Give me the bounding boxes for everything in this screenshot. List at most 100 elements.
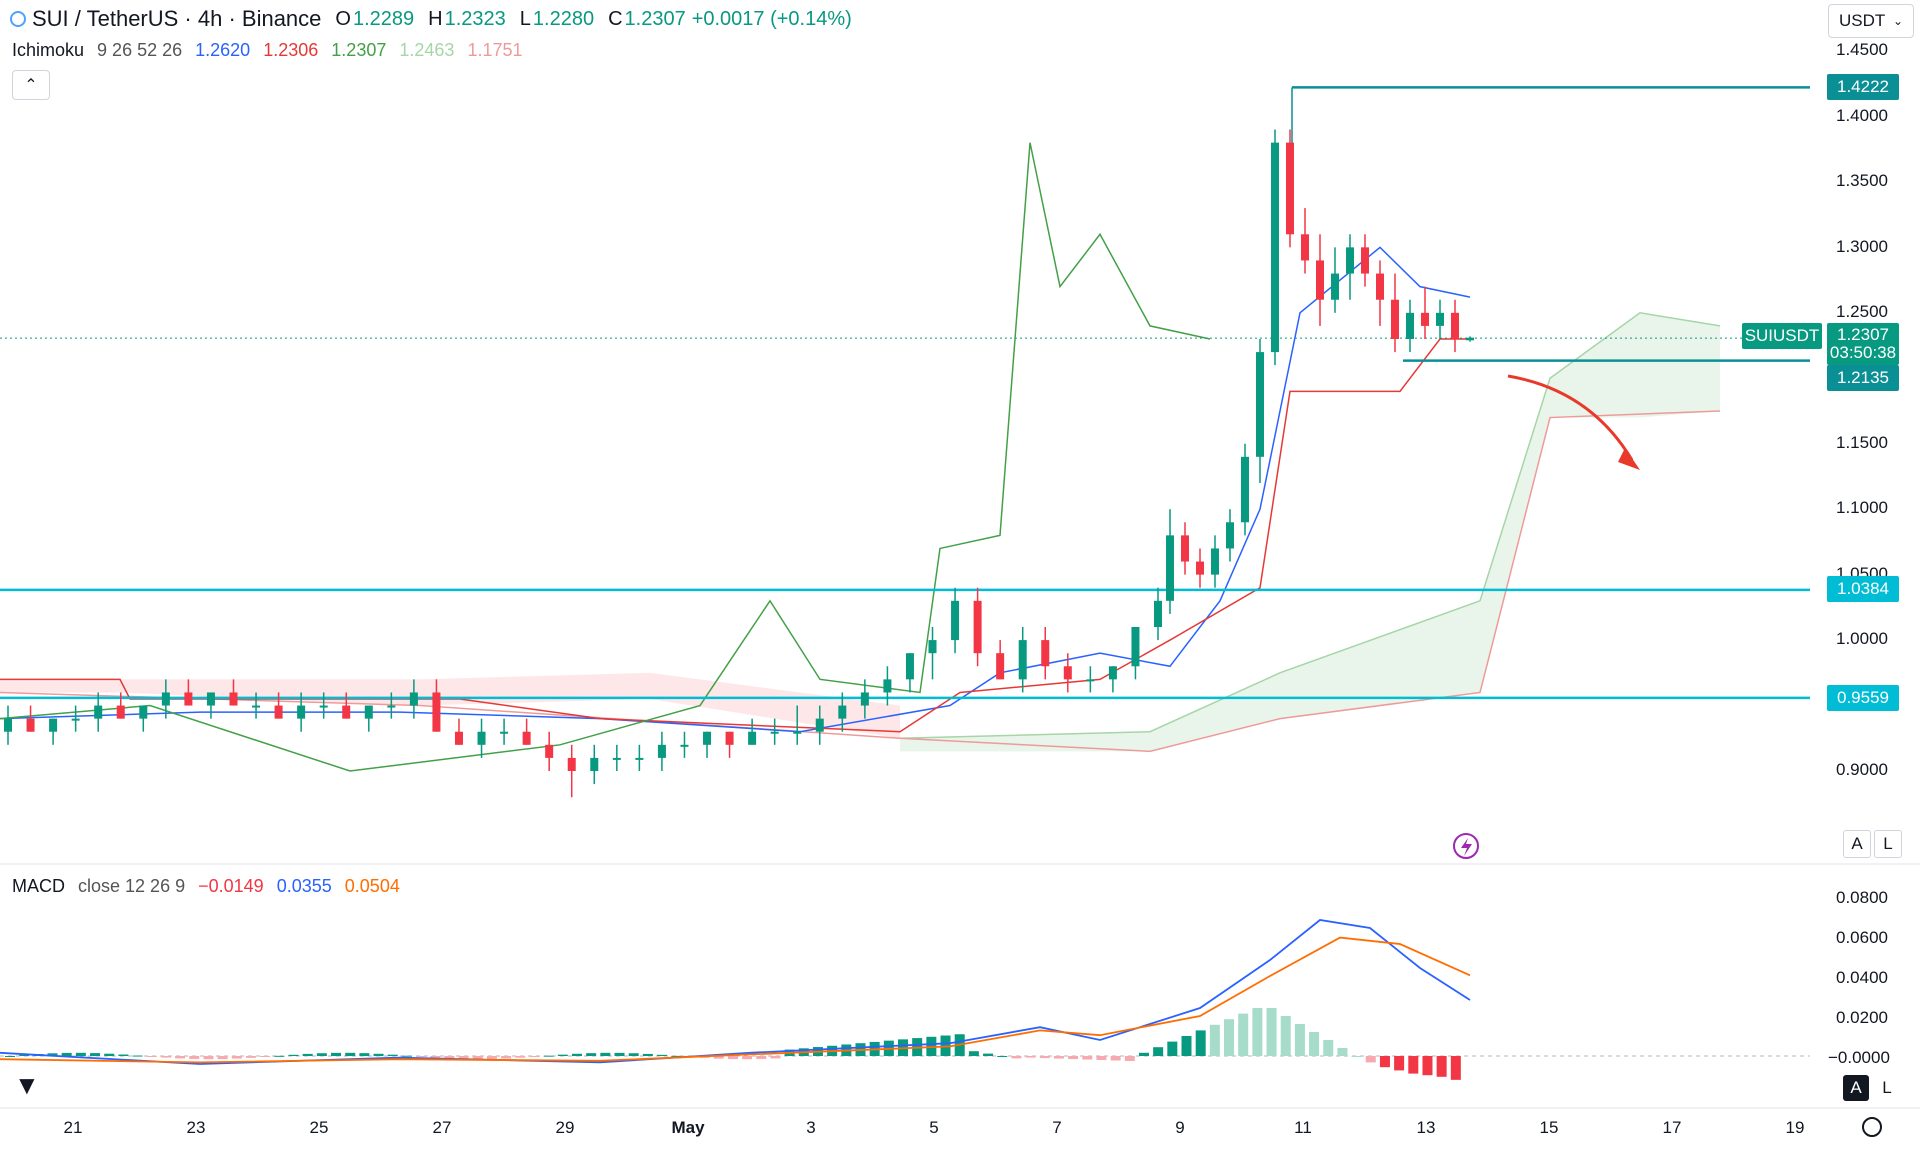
collapse-legend-button[interactable]: ⌃ bbox=[12, 70, 50, 100]
macd-histogram-bar bbox=[118, 1054, 129, 1056]
candle-body bbox=[184, 692, 193, 706]
macd-histogram-bar bbox=[1209, 1024, 1220, 1056]
macd-histogram-bar bbox=[1082, 1056, 1093, 1060]
candle-body bbox=[1331, 273, 1339, 300]
macd-histogram-bar bbox=[1280, 1016, 1291, 1056]
macd-histogram-bar bbox=[416, 1056, 427, 1057]
macd-histogram-bar bbox=[1167, 1041, 1178, 1056]
candle-body bbox=[4, 718, 12, 732]
macd-tick: 0.0800 bbox=[1836, 888, 1888, 907]
macd-histogram-bar bbox=[132, 1055, 143, 1057]
settings-gear-icon[interactable] bbox=[1862, 1117, 1882, 1137]
ichimoku-value-chikou: 1.2307 bbox=[331, 40, 387, 60]
macd-log-scale-button[interactable]: L bbox=[1882, 1078, 1892, 1097]
symbol-title[interactable]: SUI / TetherUS · 4h · Binance bbox=[32, 6, 322, 31]
ichimoku-value-spana: 1.2463 bbox=[399, 40, 455, 60]
candle-body bbox=[860, 692, 869, 706]
macd-histogram-bar bbox=[713, 1056, 724, 1059]
candle-body bbox=[1376, 273, 1384, 300]
macd-histogram-bar bbox=[1422, 1056, 1433, 1076]
macd-auto-scale-button[interactable]: A bbox=[1843, 1075, 1869, 1101]
candle-body bbox=[500, 731, 509, 734]
candle-body bbox=[1131, 627, 1140, 667]
currency-label: USDT bbox=[1839, 11, 1886, 30]
macd-histogram-bar bbox=[1252, 1008, 1263, 1056]
cloud-bearish bbox=[0, 672, 900, 739]
candle-body bbox=[1286, 142, 1294, 235]
candle-body bbox=[883, 679, 892, 693]
macd-tick: −0.0000 bbox=[1828, 1048, 1890, 1067]
candle-body bbox=[1301, 234, 1309, 261]
ichimoku-lines bbox=[0, 142, 1471, 772]
candle-body bbox=[1108, 666, 1117, 680]
macd-histogram-bar bbox=[742, 1056, 753, 1060]
change-value: +0.0017 (+0.14%) bbox=[691, 7, 852, 30]
macd-histogram-bar bbox=[1379, 1056, 1390, 1068]
macd-histogram-bar bbox=[486, 1056, 497, 1060]
price-tick: 1.3000 bbox=[1836, 237, 1888, 256]
macd-histogram-bar bbox=[1025, 1056, 1036, 1058]
lightning-bolt bbox=[1461, 838, 1472, 856]
macd-histogram-bar bbox=[1323, 1040, 1334, 1056]
candle-body bbox=[1346, 247, 1354, 274]
price-tick: 1.1500 bbox=[1836, 433, 1888, 452]
candle-body bbox=[342, 705, 351, 719]
macd-histogram-bar bbox=[1408, 1056, 1419, 1074]
macd-histogram-bar bbox=[231, 1056, 242, 1059]
macd-signal-value: 0.0504 bbox=[344, 876, 400, 896]
candle-body bbox=[206, 692, 215, 706]
candle-body bbox=[364, 705, 373, 719]
horizontal-levels bbox=[0, 86, 1810, 700]
candle-body bbox=[1241, 456, 1249, 523]
candle-body bbox=[1196, 561, 1204, 575]
chart-markers bbox=[1453, 833, 1479, 859]
candle-body bbox=[1361, 247, 1369, 274]
ichimoku-legend[interactable]: Ichimoku 9 26 52 26 1.2620 1.2306 1.2307… bbox=[12, 40, 531, 61]
arrow-head bbox=[1618, 448, 1640, 470]
candle-body bbox=[951, 600, 960, 641]
candle-body bbox=[1086, 679, 1095, 682]
macd-histogram-bar bbox=[529, 1056, 540, 1057]
log-scale-button[interactable]: L bbox=[1874, 830, 1902, 858]
candle-body bbox=[94, 705, 103, 719]
macd-histogram-bar bbox=[983, 1053, 994, 1056]
price-tag-level-a: 1.0384 bbox=[1827, 576, 1899, 602]
macd-histogram-bar bbox=[217, 1056, 228, 1060]
macd-histogram-bar bbox=[302, 1053, 313, 1056]
last-price-tag: 1.2307 03:50:38 bbox=[1827, 323, 1899, 365]
macd-histogram-bar bbox=[571, 1053, 582, 1056]
macd-histogram-bar bbox=[1224, 1019, 1235, 1056]
time-tick: 7 bbox=[1052, 1118, 1062, 1137]
candle-body bbox=[49, 718, 58, 732]
candle-body bbox=[522, 731, 531, 745]
auto-scale-button[interactable]: A bbox=[1843, 830, 1871, 858]
candle-body bbox=[905, 653, 914, 680]
tenkan-line bbox=[0, 246, 1471, 733]
price-tick: 1.2500 bbox=[1836, 302, 1888, 321]
candle-body bbox=[567, 757, 576, 771]
macd-histogram-bar bbox=[1436, 1056, 1447, 1077]
macd-histogram-bar bbox=[444, 1056, 455, 1059]
tradingview-logo-icon[interactable]: ▼ bbox=[14, 1070, 40, 1100]
candle-body bbox=[1211, 548, 1219, 575]
macd-histogram-bar bbox=[1238, 1013, 1249, 1056]
macd-legend[interactable]: MACD close 12 26 9 −0.0149 0.0355 0.0504 bbox=[12, 876, 408, 897]
candle-body bbox=[116, 705, 125, 719]
candle-body bbox=[1041, 640, 1050, 667]
time-tick: 17 bbox=[1662, 1118, 1682, 1137]
macd-tick: 0.0200 bbox=[1836, 1008, 1888, 1027]
candle-body bbox=[1466, 337, 1474, 341]
price-tick: 1.4000 bbox=[1836, 106, 1888, 125]
price-tag-support: 1.2135 bbox=[1827, 365, 1899, 391]
macd-histogram-bar bbox=[657, 1054, 668, 1056]
chikou-line bbox=[0, 142, 1211, 772]
high-label: H bbox=[428, 7, 443, 30]
currency-select[interactable]: USDT ⌄ bbox=[1828, 4, 1914, 38]
macd-label: MACD bbox=[12, 876, 65, 896]
time-tick: 25 bbox=[309, 1118, 329, 1137]
candle-body bbox=[409, 692, 418, 706]
macd-histogram-bar bbox=[387, 1054, 398, 1056]
price-tick: 1.4500 bbox=[1836, 40, 1888, 59]
macd-histogram-bar bbox=[1309, 1032, 1320, 1056]
